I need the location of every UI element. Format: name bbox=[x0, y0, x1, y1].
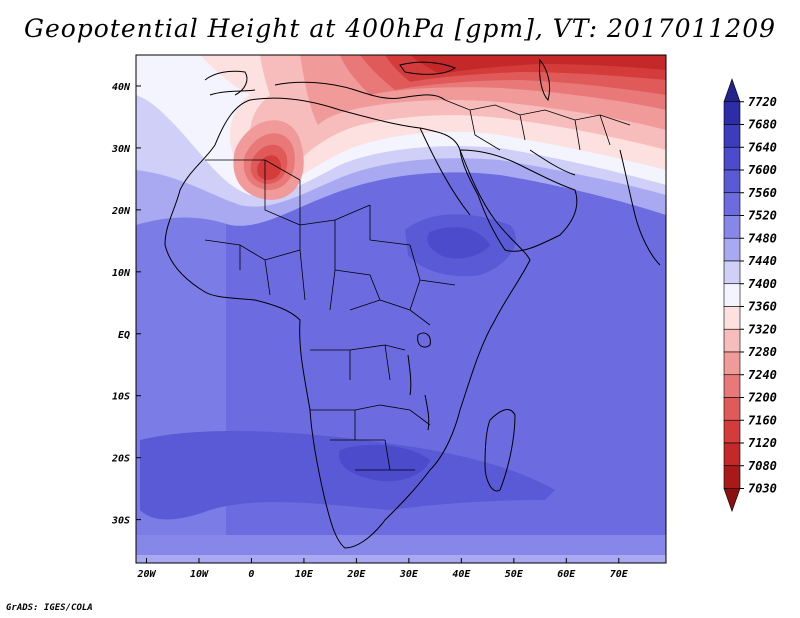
lake-tanganyika bbox=[407, 354, 412, 396]
colorbar-label: 7440 bbox=[748, 254, 777, 268]
colorbar-label: 7200 bbox=[748, 391, 777, 405]
y-tick-label: 20S bbox=[111, 454, 130, 465]
colorbar-segment bbox=[723, 124, 741, 148]
field-horn-core bbox=[427, 227, 490, 259]
colorbar-segment bbox=[723, 215, 741, 239]
field-south-band bbox=[140, 430, 555, 520]
colorbar-label: 7280 bbox=[748, 345, 777, 359]
y-tick-label: 30S bbox=[111, 516, 130, 527]
y-tick-label: 10S bbox=[112, 392, 130, 403]
persian-gulf bbox=[529, 149, 576, 176]
y-axis: 40N 30N 20N 10N EQ 10S 20S 30S bbox=[111, 82, 141, 527]
x-tick-label: 40E bbox=[452, 569, 471, 580]
y-tick-label: 40N bbox=[112, 82, 131, 93]
y-tick-label: 30N bbox=[111, 144, 131, 155]
india bbox=[619, 149, 661, 266]
colorbar-label: 7640 bbox=[748, 140, 777, 154]
colorbar-segment bbox=[723, 101, 741, 125]
colorbar-label: 7560 bbox=[748, 186, 777, 200]
field-sahara-core bbox=[257, 155, 282, 180]
caspian bbox=[539, 58, 551, 101]
colorbar-label: 7600 bbox=[748, 163, 777, 177]
madagascar bbox=[484, 409, 516, 492]
colorbar-segment bbox=[723, 397, 741, 421]
colorbar-label: 7120 bbox=[748, 436, 777, 450]
field-south-core bbox=[339, 444, 430, 482]
chart-title: Geopotential Height at 400hPa [gpm], VT:… bbox=[23, 14, 777, 43]
colorbar-label: 7360 bbox=[748, 300, 777, 314]
border-lines-south bbox=[310, 344, 431, 471]
colorbar-segment bbox=[723, 328, 741, 353]
colorbar-segment bbox=[723, 351, 741, 376]
colorbar-segment bbox=[723, 442, 741, 467]
colorbar-label: 7520 bbox=[748, 209, 777, 223]
plot-frame bbox=[135, 54, 667, 564]
x-tick-label: 0 bbox=[248, 569, 254, 580]
x-tick-label: 70E bbox=[610, 569, 629, 580]
x-tick-label: 60E bbox=[557, 569, 576, 580]
colorbar-segment bbox=[723, 283, 741, 307]
colorbar-segment bbox=[723, 146, 741, 171]
y-tick-label: 10N bbox=[112, 268, 131, 279]
border-lines-me bbox=[444, 99, 631, 151]
mediterranean-north-coast bbox=[209, 81, 446, 101]
red-sea bbox=[419, 127, 471, 216]
colorbar-segment bbox=[723, 465, 741, 489]
x-tick-label: 30E bbox=[399, 569, 419, 580]
iberia bbox=[204, 70, 248, 96]
colorbar-segment bbox=[723, 306, 741, 330]
colorbar-label: 7080 bbox=[748, 459, 777, 473]
field-south-lighter bbox=[136, 555, 666, 563]
coastlines bbox=[164, 58, 661, 549]
credit-text: GrADS: IGES/COLA bbox=[6, 603, 93, 613]
arabia bbox=[459, 149, 578, 252]
colorbar-segment bbox=[723, 374, 741, 398]
colorbar-label: 7240 bbox=[748, 368, 777, 382]
colorbar-segment bbox=[723, 260, 741, 285]
colorbar-label: 7480 bbox=[748, 231, 777, 245]
x-tick-label: 50E bbox=[505, 569, 524, 580]
colorbar-segment bbox=[723, 78, 741, 103]
x-axis: 20W 10W 0 10E 20E 30E 40E 50E 60E 70E bbox=[136, 558, 629, 580]
colorbar-label: 7400 bbox=[748, 277, 777, 291]
y-tick-label: 20N bbox=[111, 206, 131, 217]
field-north-darkred bbox=[410, 55, 666, 74]
x-tick-label: 20W bbox=[136, 569, 156, 580]
colorbar: 7720 7680 7640 7600 7560 7520 7480 7440 7400 7360… bbox=[723, 78, 777, 513]
map-field bbox=[136, 55, 666, 563]
colorbar-segment bbox=[723, 169, 741, 194]
colorbar-segment bbox=[723, 237, 741, 262]
colorbar-label: 7680 bbox=[748, 118, 777, 132]
colorbar-label: 7720 bbox=[748, 95, 777, 109]
country-borders bbox=[204, 99, 631, 471]
x-tick-label: 10E bbox=[295, 569, 314, 580]
colorbar-label: 7030 bbox=[748, 482, 777, 496]
lake-victoria bbox=[417, 332, 431, 348]
colorbar-segment bbox=[723, 488, 741, 513]
black-sea bbox=[399, 61, 457, 75]
x-tick-label: 10W bbox=[190, 569, 209, 580]
colorbar-segment bbox=[723, 192, 741, 216]
lake-malawi bbox=[424, 394, 430, 431]
x-tick-label: 20E bbox=[346, 569, 366, 580]
y-tick-label: EQ bbox=[118, 330, 130, 341]
colorbar-label: 7160 bbox=[748, 413, 777, 427]
border-lines-north bbox=[204, 159, 456, 326]
colorbar-segment bbox=[723, 419, 741, 444]
colorbar-label: 7320 bbox=[748, 322, 777, 336]
